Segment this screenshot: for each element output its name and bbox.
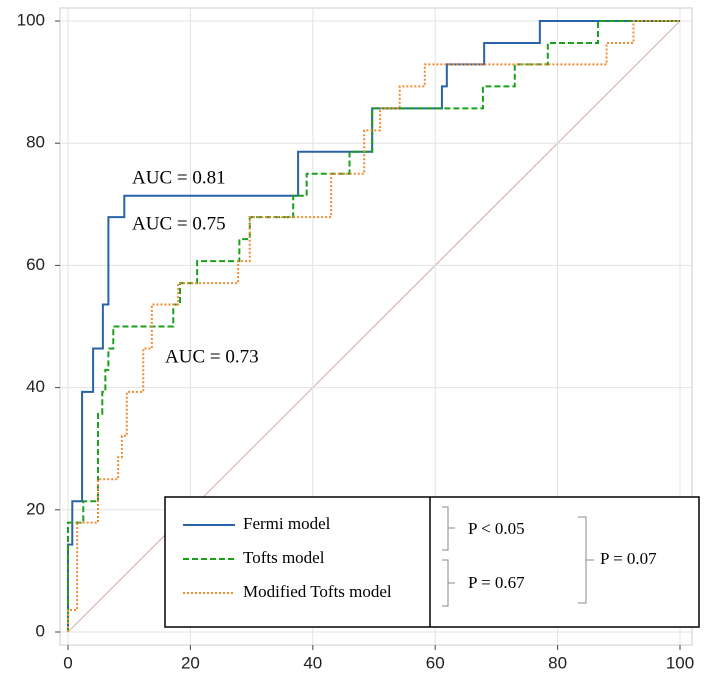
bracket <box>442 506 594 607</box>
p-value: P = 0.07 <box>600 549 657 568</box>
legend-box <box>164 496 700 628</box>
legend-label: Tofts model <box>243 548 325 567</box>
p-value: P = 0.67 <box>468 573 525 592</box>
p-value: P < 0.05 <box>468 519 525 538</box>
y-tick-label: 60 <box>26 255 45 274</box>
y-tick-label: 0 <box>36 621 45 640</box>
x-tick-label: 20 <box>181 653 200 672</box>
legend-label: Modified Tofts model <box>243 582 392 601</box>
annotation: AUC = 0.73 <box>165 346 259 367</box>
x-tick-label: 80 <box>548 653 567 672</box>
x-tick-label: 100 <box>666 653 694 672</box>
x-tick-label: 40 <box>303 653 322 672</box>
annotation: AUC = 0.75 <box>132 213 226 234</box>
x-tick-label: 60 <box>426 653 445 672</box>
plot-frame <box>59 7 693 646</box>
roc-curve <box>67 20 680 632</box>
roc-curve <box>67 20 680 632</box>
annotation: AUC = 0.81 <box>132 167 226 188</box>
x-tick-label: 0 <box>63 653 72 672</box>
legend-label: Fermi model <box>243 514 331 533</box>
y-tick-label: 20 <box>26 499 45 518</box>
y-tick-label: 40 <box>26 377 45 396</box>
y-tick-label: 100 <box>17 10 45 29</box>
y-tick-label: 80 <box>26 133 45 152</box>
